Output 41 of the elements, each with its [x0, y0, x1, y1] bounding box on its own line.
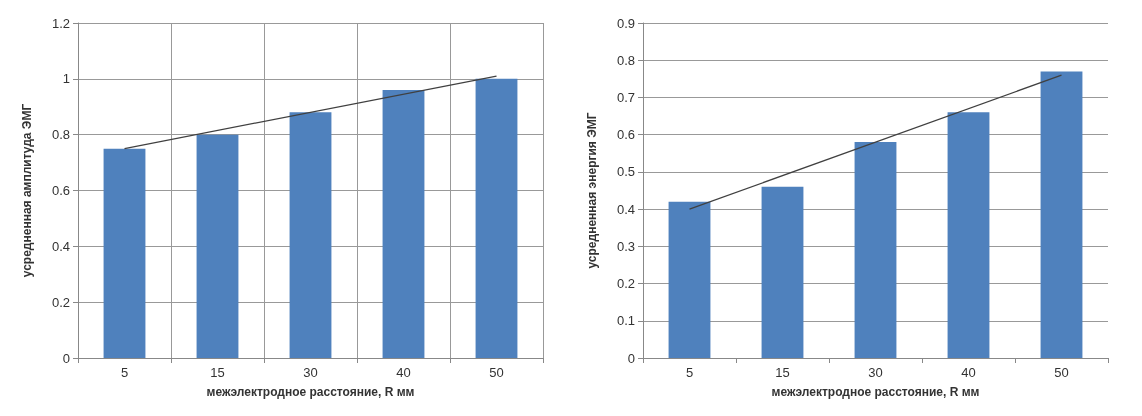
x-tick-label: 5 — [120, 365, 129, 380]
y-tick-label: 0.7 — [616, 89, 635, 105]
y-tick-label: 0.4 — [616, 201, 635, 217]
x-tick-label: 50 — [489, 365, 504, 380]
x-tick-label: 40 — [396, 365, 411, 380]
y-tick-label: 0.2 — [51, 294, 70, 310]
bar — [947, 112, 990, 358]
y-tick-label: 0.1 — [616, 313, 635, 329]
x-tick-label: 40 — [961, 365, 976, 380]
bar — [761, 186, 804, 358]
bar — [103, 148, 146, 358]
bar — [1040, 71, 1083, 358]
bar — [854, 142, 897, 358]
bar — [668, 201, 711, 358]
bar — [196, 134, 239, 358]
y-axis-title: усредненная амплитуда ЭМГ — [20, 103, 34, 278]
y-tick-label: 0 — [62, 350, 70, 366]
x-tick-label: 15 — [210, 365, 225, 380]
y-tick-label: 0.8 — [51, 127, 70, 143]
y-tick-label: 0.4 — [51, 238, 70, 254]
x-tick-label: 50 — [1054, 365, 1069, 380]
x-tick-label: 30 — [868, 365, 883, 380]
y-tick-label: 0.2 — [616, 276, 635, 292]
bar — [382, 90, 425, 358]
y-tick-label: 0 — [627, 350, 635, 366]
x-tick-label: 15 — [775, 365, 790, 380]
x-axis-title: межэлектродное расстояние, R мм — [771, 385, 980, 399]
y-tick-label: 0.6 — [51, 183, 70, 198]
bar — [289, 112, 332, 358]
y-tick-label: 1.2 — [51, 15, 70, 31]
y-tick-label: 0.5 — [616, 164, 635, 180]
y-tick-label: 0.3 — [616, 238, 635, 254]
x-tick-label: 5 — [685, 365, 694, 380]
x-axis-title: межэлектродное расстояние, R мм — [206, 385, 415, 399]
y-tick-label: 1 — [62, 71, 70, 87]
y-tick-label: 0.8 — [616, 52, 635, 68]
x-tick-label: 30 — [303, 365, 318, 380]
bar — [475, 78, 518, 358]
y-axis-title: усредненная энергия ЭМГ — [585, 112, 599, 269]
y-tick-label: 0.6 — [616, 127, 635, 143]
y-tick-label: 0.9 — [616, 15, 635, 31]
